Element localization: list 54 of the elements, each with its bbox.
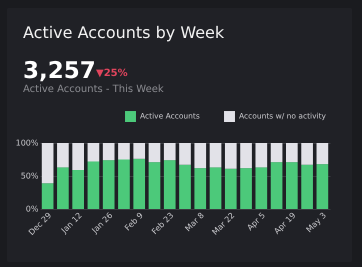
bar [316,143,328,164]
bar [118,160,130,209]
bar [224,168,237,209]
bar [164,143,176,160]
bar [316,164,328,209]
bar [148,162,160,209]
bar [194,168,206,209]
bar [210,167,222,209]
bar [286,143,298,162]
bar [179,143,191,165]
x-tick-label: Jan 12 [59,210,84,236]
text: Active Accounts - This Week [23,84,164,95]
text: 3,257 [23,58,96,84]
bar [270,143,282,162]
bar [88,143,100,162]
y-tick-label: 0% [26,204,39,214]
bar [255,167,268,209]
x-tick-label: Dec 29 [26,210,54,238]
x-tick-label: Feb 23 [150,210,176,236]
text: ▼25% [96,68,128,79]
y-tick-label: 100% [16,138,39,148]
x-tick-label: Mar 22 [210,210,236,237]
bar [210,143,222,168]
x-tick-label: Apr 19 [272,210,298,236]
bar [42,183,54,209]
x-tick-label: Mar 8 [183,210,206,234]
bar [164,160,176,209]
bar [57,143,69,168]
bar [102,160,115,209]
bar [301,143,313,165]
x-tick-label: Apr 5 [245,210,267,232]
bar [72,143,84,170]
y-tick-label: 50% [20,172,39,180]
bar [72,170,84,209]
bar [255,143,268,168]
bar [301,164,313,209]
bar [42,143,54,184]
bar [133,143,146,159]
bar [148,143,160,162]
bar [133,158,146,209]
bar [240,143,252,168]
chart-title: Active Accounts by Week [23,23,224,42]
bar [240,168,252,209]
x-tick-label: Jan 26 [90,210,114,236]
bar [194,143,206,168]
bar [102,143,115,160]
bar [179,164,191,209]
bar [57,167,69,209]
bar [270,162,282,209]
bar [118,143,130,160]
bar [286,162,298,209]
x-tick-label: Feb 9 [123,210,145,233]
bar [224,143,237,169]
bar [88,161,100,209]
